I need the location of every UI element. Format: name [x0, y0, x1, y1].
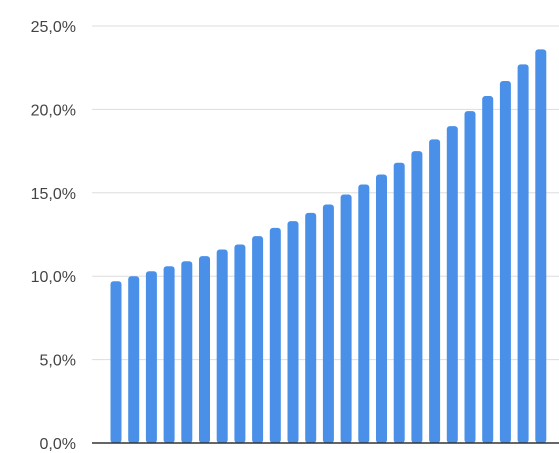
bar — [234, 244, 246, 443]
bar — [376, 174, 387, 443]
bar — [429, 139, 441, 444]
bar — [287, 221, 299, 443]
bar — [535, 49, 547, 443]
bar — [322, 204, 334, 443]
bar — [305, 212, 317, 443]
y-tick-label: 25,0% — [31, 19, 76, 36]
y-tick-label: 5,0% — [40, 353, 76, 370]
bar — [252, 236, 264, 443]
bar — [110, 281, 122, 443]
bar — [482, 96, 494, 443]
bar — [199, 256, 210, 443]
bar — [145, 271, 157, 443]
bar — [340, 194, 352, 443]
bar — [216, 249, 228, 443]
y-axis-labels: 0,0% 5,0% 10,0% 15,0% 20,0% 25,0% — [31, 19, 76, 453]
y-tick-label: 10,0% — [31, 269, 76, 286]
bar — [128, 276, 140, 443]
bar — [358, 184, 370, 443]
y-tick-label: 0,0% — [40, 436, 76, 453]
bar — [411, 151, 423, 443]
bar — [446, 126, 458, 443]
bar — [499, 81, 511, 443]
bar — [163, 266, 175, 443]
bar — [464, 111, 476, 443]
bars — [110, 49, 547, 444]
y-tick-label: 20,0% — [31, 102, 76, 119]
y-tick-label: 15,0% — [31, 186, 76, 203]
bar — [393, 162, 405, 443]
bar — [517, 64, 529, 444]
bar — [181, 261, 193, 443]
bar — [269, 227, 281, 443]
